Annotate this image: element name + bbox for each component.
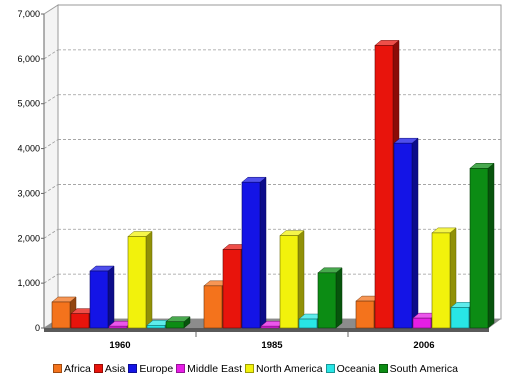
legend-label: Oceania [336,362,376,375]
legend-swatch [93,364,103,373]
gridline-side [43,94,59,105]
legend-swatch [128,364,138,373]
gridline-side [43,139,59,149]
legend-label: Asia [104,362,126,375]
legend-item-africa: Africa [53,363,91,375]
bar-europe-1960 [89,265,115,329]
bar-north-america-1985 [279,230,305,329]
legend-label: Europe [139,362,174,375]
y-tick-label: 3,000 [17,188,40,198]
x-category-label: 1960 [109,340,130,351]
label-layer: 1960 1985 2006 [109,340,434,351]
legend-swatch [245,364,255,373]
bar-south-america-1960 [165,316,191,329]
bar-north-america-2006 [431,227,457,329]
plot-side-wall [43,4,59,329]
gridline-side [43,184,59,194]
y-tick-label: 6,000 [17,54,40,64]
bar-europe-2006 [393,137,419,329]
legend-item-oceania: Oceania [325,362,376,375]
x-category-label: 1985 [261,340,283,351]
legend-item-north-america: North America [245,363,323,375]
legend-label: South America [389,362,458,375]
x-category-label: 2006 [413,340,434,351]
legend-item-asia: Asia [93,362,126,375]
bar-oceania-1960 [146,319,172,329]
y-tick-label: 2,000 [17,233,40,243]
legend-label: Middle East [187,362,243,375]
gridline-side [43,273,59,284]
gridline-side [43,228,59,239]
legend-item-middle-east: Middle East [176,363,242,375]
legend-label: Africa [64,362,91,375]
y-tick-label: 1,000 [17,278,40,288]
bar-north-america-1960 [127,230,153,329]
legend-item-south-america: South America [378,362,458,375]
legend: Africa Asia Europe Middle East North America… [0,360,511,377]
legend-swatch [325,364,335,373]
gridline-side [43,49,59,60]
bar-layer [51,39,495,329]
legend-label: North America [256,362,323,375]
legend-swatch [378,364,388,373]
bar-europe-1985 [241,176,267,329]
floor-front [44,328,489,332]
bar-south-america-2006 [469,162,495,329]
y-tick-label: 0 [35,323,40,333]
y-tick-label: 7,000 [17,9,40,19]
legend-item-europe: Europe [128,363,173,375]
legend-swatch [53,364,63,373]
y-tick-label: 5,000 [17,99,40,109]
bar-south-america-1985 [317,267,343,329]
legend-swatch [176,364,186,373]
y-tick-label: 4,000 [17,144,40,154]
